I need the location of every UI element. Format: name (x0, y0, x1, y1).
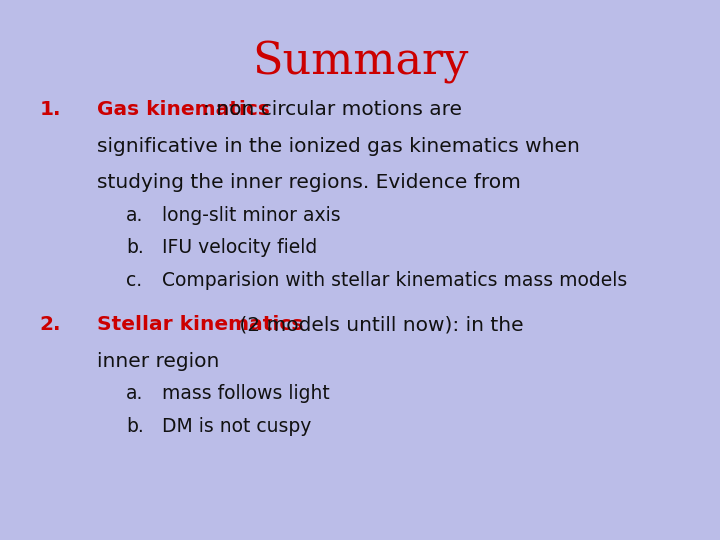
Text: Stellar kinematics: Stellar kinematics (97, 315, 304, 334)
Text: DM is not cuspy: DM is not cuspy (162, 417, 311, 436)
Text: long-slit minor axis: long-slit minor axis (162, 206, 341, 225)
Text: mass follows light: mass follows light (162, 384, 330, 403)
Text: : non circular motions are: : non circular motions are (203, 100, 462, 119)
Text: b.: b. (126, 238, 144, 257)
Text: c.: c. (126, 271, 142, 289)
Text: IFU velocity field: IFU velocity field (162, 238, 318, 257)
Text: studying the inner regions. Evidence from: studying the inner regions. Evidence fro… (97, 173, 521, 192)
Text: Gas kinematics: Gas kinematics (97, 100, 270, 119)
Text: a.: a. (126, 206, 143, 225)
Text: 2.: 2. (40, 315, 61, 334)
Text: a.: a. (126, 384, 143, 403)
Text: inner region: inner region (97, 352, 220, 371)
Text: significative in the ionized gas kinematics when: significative in the ionized gas kinemat… (97, 137, 580, 156)
Text: Summary: Summary (252, 40, 468, 84)
Text: 1.: 1. (40, 100, 61, 119)
Text: (2 models untill now): in the: (2 models untill now): in the (233, 315, 523, 334)
Text: b.: b. (126, 417, 144, 436)
Text: Comparision with stellar kinematics mass models: Comparision with stellar kinematics mass… (162, 271, 627, 289)
